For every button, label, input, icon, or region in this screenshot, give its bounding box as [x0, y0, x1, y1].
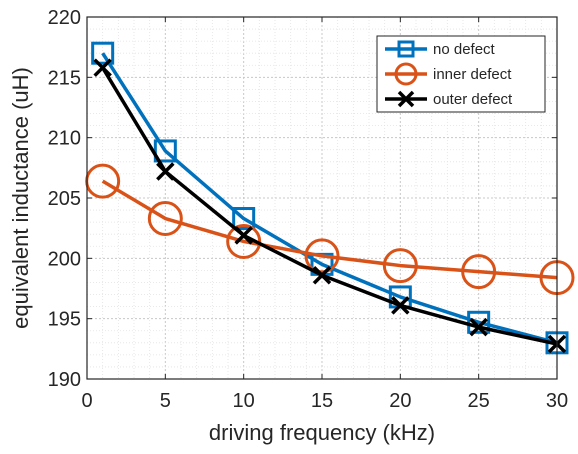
y-tick-label: 220	[48, 7, 81, 29]
x-marker	[234, 226, 253, 245]
x-tick-label: 0	[81, 390, 92, 412]
x-tick-label: 5	[160, 390, 171, 412]
series-outer-defect	[93, 58, 567, 354]
series-inner-defect	[85, 163, 575, 296]
legend-label: outer defect	[433, 91, 513, 108]
x-tick-label: 20	[389, 390, 411, 412]
y-tick-label: 200	[48, 248, 81, 270]
x-marker	[469, 317, 488, 337]
circle-marker	[394, 62, 418, 86]
y-tick-label: 195	[48, 309, 81, 331]
x-axis-title: driving frequency (kHz)	[209, 420, 435, 445]
x-tick-label: 25	[468, 390, 490, 412]
legend-label: no defect	[433, 41, 496, 58]
data-series	[85, 41, 575, 355]
x-marker	[156, 162, 175, 181]
y-tick-label: 215	[48, 67, 81, 89]
circle-marker	[461, 254, 497, 290]
square-marker	[232, 207, 256, 231]
x-marker	[312, 265, 332, 285]
legend-label: inner defect	[433, 66, 512, 83]
circle-marker	[226, 223, 262, 259]
square-marker	[91, 41, 115, 65]
series-line	[101, 52, 558, 345]
y-tick-label: 190	[48, 369, 81, 391]
y-axis-title: equivalent inductance (uH)	[8, 67, 33, 329]
axis-ticks: 0 5 10 15 20 25 30 190 195 200 205 210 215 220	[48, 7, 569, 412]
x-tick-label: 10	[233, 390, 255, 412]
x-marker	[93, 58, 112, 77]
circle-marker	[382, 248, 418, 284]
series-line	[101, 179, 558, 280]
x-marker	[391, 296, 410, 315]
square-marker	[153, 139, 177, 163]
x-tick-label: 15	[311, 390, 333, 412]
legend: no defect inner defect outer defect	[376, 35, 546, 113]
x-tick-label: 30	[546, 390, 568, 412]
circle-marker	[147, 201, 183, 237]
square-marker	[397, 40, 415, 58]
x-marker	[397, 90, 415, 108]
circle-marker	[304, 238, 340, 274]
square-marker	[467, 310, 491, 334]
y-tick-label: 205	[48, 188, 81, 210]
y-tick-label: 210	[48, 128, 81, 150]
